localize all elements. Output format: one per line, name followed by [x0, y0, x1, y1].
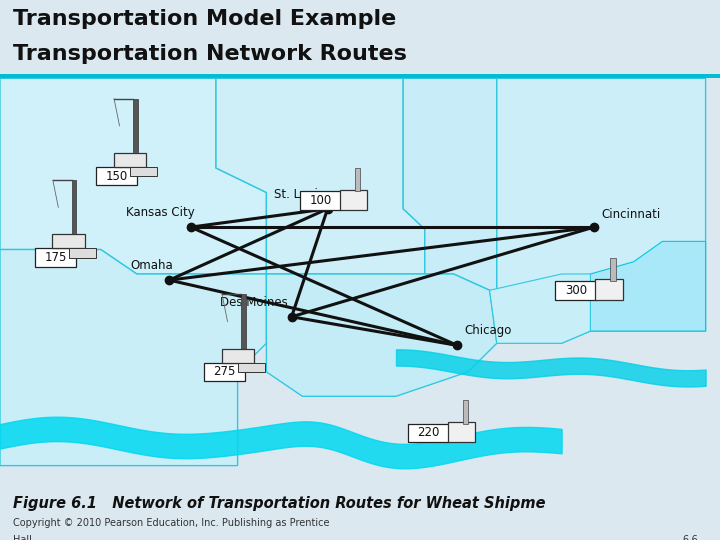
Polygon shape — [266, 274, 497, 396]
Text: 6-6: 6-6 — [683, 535, 698, 540]
Bar — [408, 424, 449, 442]
Bar — [340, 190, 367, 210]
Bar — [0, 73, 720, 78]
Text: Transportation Model Example: Transportation Model Example — [13, 9, 396, 29]
Text: Transportation Network Routes: Transportation Network Routes — [13, 44, 407, 64]
Polygon shape — [216, 78, 425, 274]
Bar — [448, 422, 475, 442]
Text: Figure 6.1   Network of Transportation Routes for Wheat Shipme: Figure 6.1 Network of Transportation Rou… — [13, 496, 546, 511]
Bar — [462, 401, 468, 424]
Bar — [68, 248, 96, 258]
Bar — [204, 362, 246, 381]
Polygon shape — [590, 241, 706, 331]
Text: Hall: Hall — [13, 535, 32, 540]
Polygon shape — [497, 78, 706, 343]
Text: 275: 275 — [214, 366, 236, 379]
Text: Copyright © 2010 Pearson Education, Inc. Publishing as Prentice: Copyright © 2010 Pearson Education, Inc.… — [13, 518, 330, 529]
Bar — [300, 191, 341, 210]
Text: Chicago: Chicago — [464, 324, 512, 337]
Polygon shape — [490, 274, 590, 343]
Text: Omaha: Omaha — [130, 259, 173, 272]
Bar — [238, 362, 265, 372]
Bar — [595, 280, 623, 300]
Bar — [96, 167, 138, 185]
Text: 150: 150 — [106, 170, 128, 183]
Text: 300: 300 — [565, 284, 587, 297]
Bar — [132, 99, 138, 153]
Bar — [240, 294, 246, 349]
Bar — [130, 167, 157, 176]
Bar — [53, 234, 85, 248]
Bar — [556, 281, 596, 300]
Bar — [355, 168, 360, 191]
Bar — [114, 153, 146, 167]
Polygon shape — [403, 78, 497, 343]
Text: Kansas City: Kansas City — [126, 206, 194, 219]
Text: 100: 100 — [310, 194, 331, 207]
Text: Des Moines: Des Moines — [220, 296, 288, 309]
Bar — [71, 180, 76, 234]
Bar — [222, 349, 254, 362]
Text: Cincinnati: Cincinnati — [601, 208, 660, 221]
Text: St. Louis: St. Louis — [274, 187, 324, 200]
Text: 175: 175 — [45, 251, 67, 264]
Polygon shape — [0, 249, 266, 465]
Polygon shape — [0, 78, 266, 274]
Text: 220: 220 — [417, 427, 440, 440]
Bar — [35, 248, 76, 267]
Bar — [611, 258, 616, 281]
